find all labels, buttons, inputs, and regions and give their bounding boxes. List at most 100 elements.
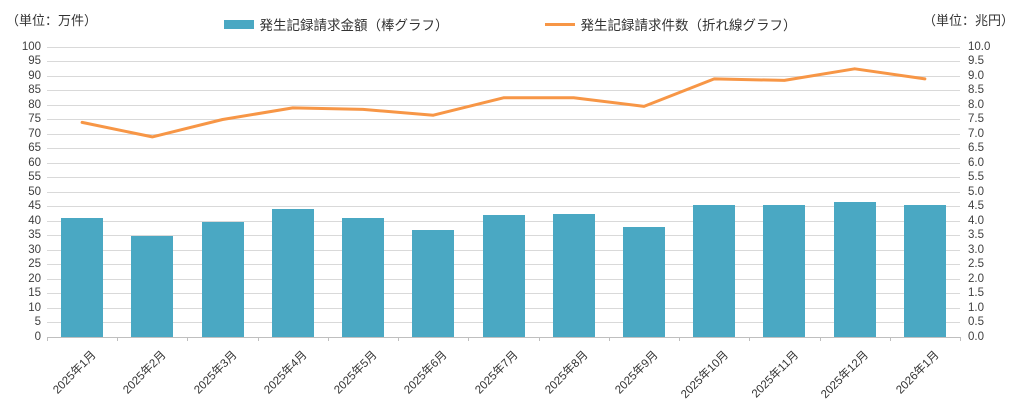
x-axis-tick (889, 337, 891, 341)
x-axis-label: 2025年1月 (51, 349, 99, 397)
right-axis-tick-label: 1.0 (968, 301, 984, 314)
gridline (47, 119, 960, 120)
x-axis-label: 2025年6月 (402, 349, 450, 397)
x-axis-tick (257, 337, 259, 341)
right-axis-tick-label: 1.5 (968, 287, 984, 299)
x-axis-line (47, 336, 960, 338)
line-series (80, 67, 927, 139)
left-axis-tick-label: 10 (28, 301, 41, 314)
x-axis-tick (468, 337, 470, 341)
bar-2025年12月 (833, 202, 876, 337)
right-axis-tick-label: 3.5 (968, 229, 984, 241)
left-axis-tick-label: 95 (28, 55, 41, 67)
right-axis-tick-label: 7.0 (968, 127, 984, 140)
x-axis-tick (538, 337, 540, 341)
x-axis-label: 2025年3月 (191, 349, 240, 397)
bar-2025年2月 (131, 235, 174, 337)
gridline (47, 148, 960, 149)
left-axis-tick-label: 45 (28, 200, 41, 212)
left-axis-tick-label: 20 (28, 272, 41, 285)
x-axis-tick (819, 337, 821, 341)
bar-2025年10月 (693, 205, 736, 337)
right-axis-tick-label: 0.0 (968, 330, 984, 343)
gridline (47, 206, 960, 207)
left-axis-tick-label: 40 (28, 214, 41, 227)
gridline (47, 75, 960, 77)
x-axis-label: 2025年8月 (542, 349, 591, 397)
left-axis-tick-label: 0 (34, 330, 41, 343)
x-axis-tick (187, 337, 189, 341)
x-axis-tick (398, 337, 400, 341)
left-axis-tick-label: 90 (28, 69, 41, 82)
bar-2025年3月 (201, 222, 244, 337)
bar-2025年5月 (342, 218, 385, 337)
gridline (47, 104, 960, 106)
right-axis-tick-label: 4.0 (968, 214, 984, 227)
x-axis-label: 2025年10月 (678, 349, 731, 402)
left-axis-tick-label: 70 (28, 127, 41, 140)
x-axis-label: 2025年4月 (262, 349, 310, 397)
right-axis-tick-label: 2.0 (968, 272, 984, 285)
left-axis-tick-label: 75 (28, 113, 41, 125)
bar-2025年8月 (552, 213, 595, 337)
right-axis-unit-label: （単位：兆円） (922, 13, 1014, 28)
right-axis-tick-label: 6.5 (968, 142, 984, 154)
right-axis-tick-label: 5.5 (968, 171, 984, 183)
x-axis-tick (117, 337, 119, 341)
right-axis-tick-label: 2.5 (968, 258, 984, 270)
right-axis-tick-label: 5.0 (968, 185, 984, 198)
right-axis-tick-label: 4.5 (968, 200, 984, 212)
right-axis-tick-label: 7.5 (968, 113, 984, 125)
left-axis-tick-label: 65 (28, 142, 41, 154)
right-axis-tick-label: 10.0 (968, 40, 991, 53)
right-axis-tick-label: 8.0 (968, 98, 984, 111)
line-series-swatch-icon (544, 22, 575, 26)
x-axis-label: 2026年1月 (894, 349, 942, 397)
right-axis-tick-label: 3.0 (968, 243, 984, 256)
gridline (47, 191, 960, 193)
left-axis-tick-label: 50 (28, 185, 41, 198)
x-axis-tick (749, 337, 751, 341)
bar-series-swatch-icon (223, 19, 254, 29)
bar-2025年1月 (61, 218, 104, 337)
bar-2025年4月 (271, 209, 314, 337)
chart-legend: 発生記録請求金額（棒グラフ） 発生記録請求件数（折れ線グラフ） (0, 14, 1020, 34)
gridline (47, 162, 960, 164)
legend-item-line-series: 発生記録請求件数（折れ線グラフ） (544, 14, 797, 34)
gridline (47, 133, 960, 135)
x-axis-tick (960, 337, 961, 341)
x-axis-label: 2025年12月 (819, 349, 872, 402)
gridline (47, 90, 960, 91)
x-axis-label: 2025年9月 (613, 349, 661, 397)
x-axis-tick (47, 337, 48, 341)
left-axis-tick-label: 5 (34, 316, 41, 328)
left-axis-tick-label: 55 (28, 171, 41, 183)
left-axis-tick-label: 60 (28, 156, 41, 169)
bar-2025年9月 (622, 226, 665, 337)
gridline (47, 61, 960, 62)
left-axis-tick-label: 80 (28, 98, 41, 111)
left-axis-tick-label: 15 (28, 287, 41, 299)
bar-2025年6月 (412, 229, 455, 337)
legend-line-label: 発生記録請求件数（折れ線グラフ） (580, 18, 797, 33)
x-axis-tick (679, 337, 681, 341)
left-axis-tick-label: 100 (21, 40, 41, 53)
bar-2025年11月 (763, 205, 806, 337)
left-axis-tick-label: 25 (28, 258, 41, 270)
right-axis-tick-label: 8.5 (968, 84, 984, 96)
left-axis-unit-label: （単位：万件） (6, 13, 98, 28)
legend-bar-label: 発生記録請求金額（棒グラフ） (259, 18, 449, 33)
right-axis-tick-label: 6.0 (968, 156, 984, 169)
bar-2026年1月 (903, 205, 946, 337)
left-axis-tick-label: 35 (28, 229, 41, 241)
right-axis-tick-label: 9.0 (968, 69, 984, 82)
x-axis-label: 2025年11月 (749, 349, 802, 401)
x-axis-tick (327, 337, 329, 341)
gridline (47, 177, 960, 178)
x-axis-label: 2025年7月 (472, 349, 521, 397)
left-axis-tick-label: 85 (28, 84, 41, 96)
x-axis-tick (608, 337, 610, 341)
right-axis-tick-label: 0.5 (968, 316, 984, 328)
right-axis-tick-label: 9.5 (968, 55, 984, 67)
